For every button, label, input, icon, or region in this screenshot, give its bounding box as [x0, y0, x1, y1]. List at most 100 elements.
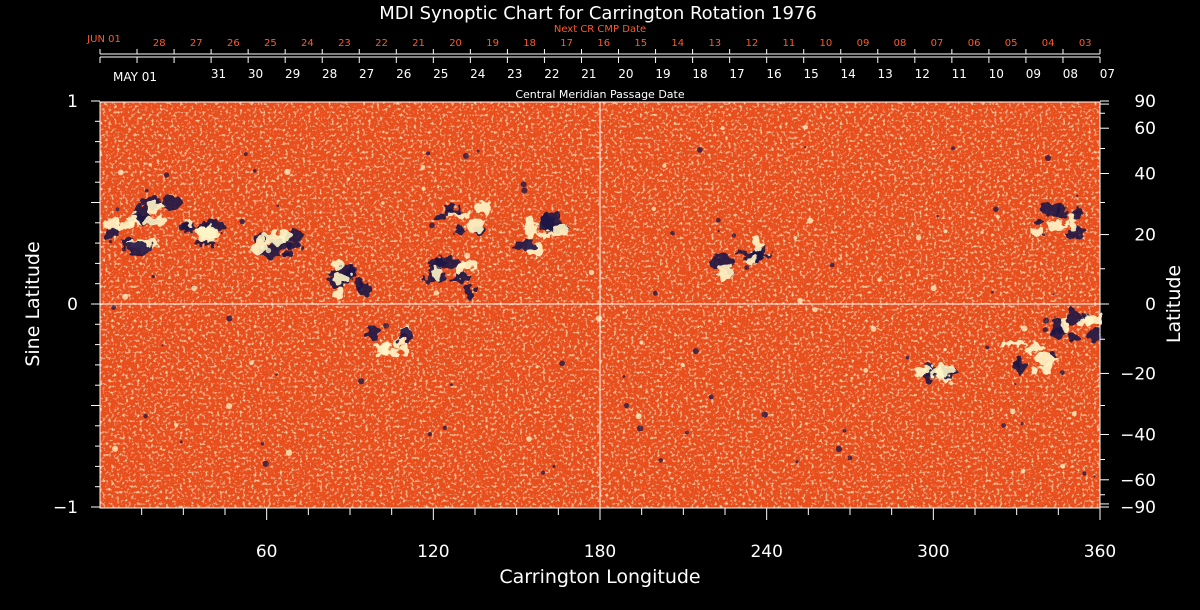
current-cmp-date: 25 — [433, 67, 448, 81]
region-patch — [1087, 330, 1102, 342]
next-cmp-date: 17 — [560, 38, 573, 49]
network-feature — [338, 300, 341, 303]
network-feature — [715, 218, 721, 223]
network-feature — [930, 285, 937, 292]
network-feature — [719, 320, 723, 323]
network-feature — [433, 290, 439, 296]
network-feature — [991, 290, 994, 294]
region-patch — [284, 241, 302, 250]
network-feature — [744, 265, 750, 270]
network-feature — [863, 368, 869, 373]
next-cmp-date-scale: Next CR CMP Date JUN 01 28 27 26 25 24 23 22 21… — [86, 24, 1101, 55]
network-feature — [623, 403, 630, 409]
region-patch — [1074, 318, 1094, 326]
current-cmp-label: Central Meridian Passage Date — [515, 88, 684, 101]
region-patch — [933, 365, 945, 379]
network-feature — [951, 146, 956, 151]
network-feature — [1021, 325, 1028, 332]
current-cmp-date: 26 — [396, 67, 411, 81]
current-cmp-date: 29 — [285, 67, 300, 81]
region-patch — [104, 217, 123, 232]
next-cmp-date: 05 — [1005, 38, 1018, 49]
network-feature — [1014, 382, 1017, 386]
network-feature — [850, 376, 854, 380]
network-feature — [143, 413, 148, 419]
network-feature — [540, 470, 546, 475]
network-feature — [635, 413, 642, 420]
x-tick-label: 360 — [1084, 542, 1116, 562]
region-patch — [1055, 206, 1069, 219]
network-feature — [283, 250, 290, 257]
active-region — [1029, 201, 1084, 239]
region-patch — [192, 240, 215, 246]
network-feature — [720, 126, 725, 131]
region-patch — [458, 260, 477, 269]
region-patch — [141, 215, 166, 226]
region-patch — [1040, 360, 1054, 375]
region-patch — [333, 287, 345, 299]
x-tick-label: 60 — [256, 542, 278, 562]
region-patch — [115, 222, 138, 229]
network-feature — [1071, 411, 1077, 417]
network-feature — [275, 373, 278, 376]
network-feature — [1042, 327, 1048, 333]
current-cmp-date: 18 — [692, 67, 707, 81]
network-feature — [993, 206, 999, 213]
y-right-tick-label: 0 — [1145, 295, 1156, 315]
next-cmp-date: 22 — [375, 38, 388, 49]
next-cmp-date: 27 — [190, 38, 203, 49]
y-right-tick-label: 90 — [1134, 92, 1156, 112]
current-cmp-date: 31 — [211, 67, 226, 81]
active-region — [132, 195, 182, 226]
network-feature — [346, 177, 351, 181]
next-cmp-month-label: JUN 01 — [86, 34, 121, 45]
network-feature — [697, 147, 703, 153]
active-region — [514, 212, 570, 256]
region-patch — [280, 229, 292, 243]
next-cmp-date: 08 — [894, 38, 907, 49]
network-feature — [383, 322, 389, 329]
network-feature — [1020, 468, 1026, 474]
y-axis-right-label: Latitude — [1163, 265, 1185, 343]
x-tick-label: 180 — [584, 542, 616, 562]
current-cmp-date: 20 — [618, 67, 633, 81]
region-patch — [431, 266, 441, 282]
network-feature — [1060, 463, 1066, 469]
network-feature — [1059, 370, 1065, 375]
x-tick-label: 300 — [917, 542, 949, 562]
next-cmp-date: 26 — [227, 38, 240, 49]
network-feature — [163, 172, 170, 178]
network-feature — [761, 411, 768, 418]
network-feature — [1010, 408, 1016, 415]
region-patch — [1010, 341, 1026, 347]
next-cmp-date: 15 — [634, 38, 647, 49]
x-tick-label: 240 — [750, 542, 782, 562]
next-cmp-date: 06 — [968, 38, 981, 49]
network-feature — [670, 230, 675, 236]
region-patch — [536, 232, 556, 238]
network-feature — [949, 381, 954, 386]
network-feature — [685, 430, 689, 435]
network-feature — [692, 347, 699, 355]
network-feature — [226, 402, 233, 409]
active-region — [326, 260, 370, 299]
network-feature — [559, 360, 566, 367]
region-patch — [120, 234, 129, 250]
next-cmp-date: 21 — [412, 38, 425, 49]
x-tick-label: 120 — [417, 542, 449, 562]
network-feature — [449, 383, 453, 387]
y-right-tick-label: 60 — [1134, 119, 1156, 139]
network-feature — [588, 269, 595, 276]
region-patch — [541, 212, 563, 228]
network-feature — [795, 460, 799, 464]
network-feature — [1075, 235, 1080, 240]
y-right-tick-label: 40 — [1134, 165, 1156, 185]
network-feature — [658, 458, 664, 463]
network-feature — [148, 162, 153, 167]
network-feature — [896, 307, 899, 310]
network-feature — [662, 163, 667, 168]
network-feature — [476, 149, 480, 153]
network-feature — [596, 315, 603, 322]
network-feature — [239, 218, 245, 225]
